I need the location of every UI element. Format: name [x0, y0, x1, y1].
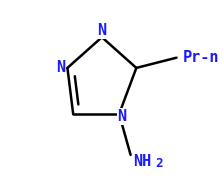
Text: 2: 2: [155, 157, 163, 170]
Text: NH: NH: [134, 154, 152, 169]
Text: Pr-n: Pr-n: [182, 50, 219, 65]
Text: N: N: [56, 60, 65, 75]
Text: N: N: [118, 109, 127, 124]
Text: N: N: [97, 23, 106, 38]
